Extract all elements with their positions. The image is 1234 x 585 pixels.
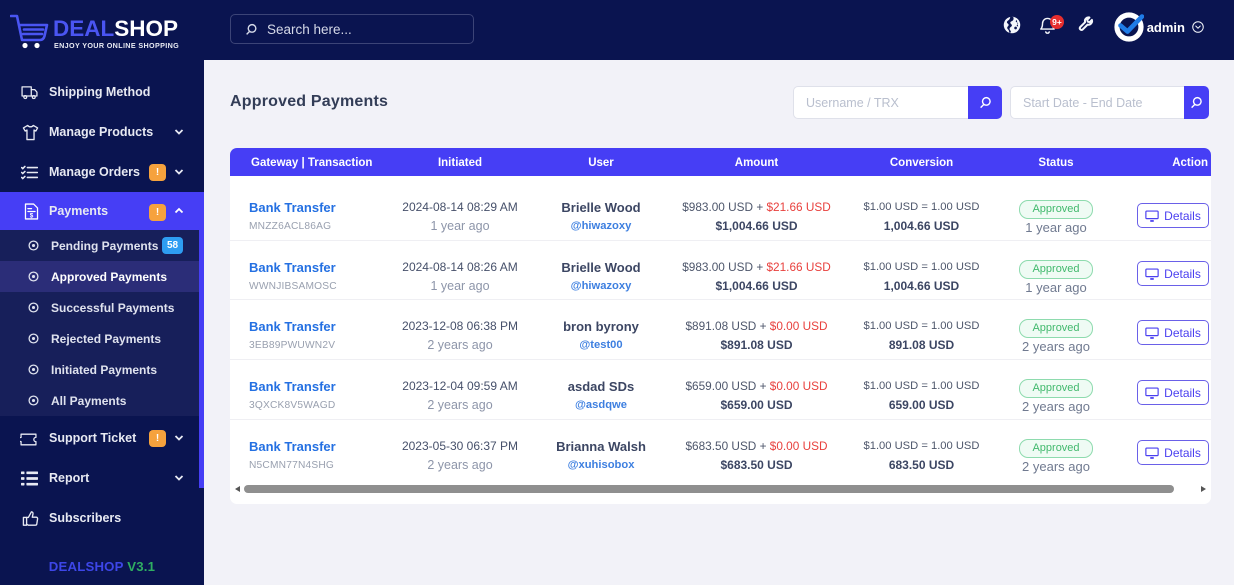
svg-text:$: $ <box>30 212 34 219</box>
